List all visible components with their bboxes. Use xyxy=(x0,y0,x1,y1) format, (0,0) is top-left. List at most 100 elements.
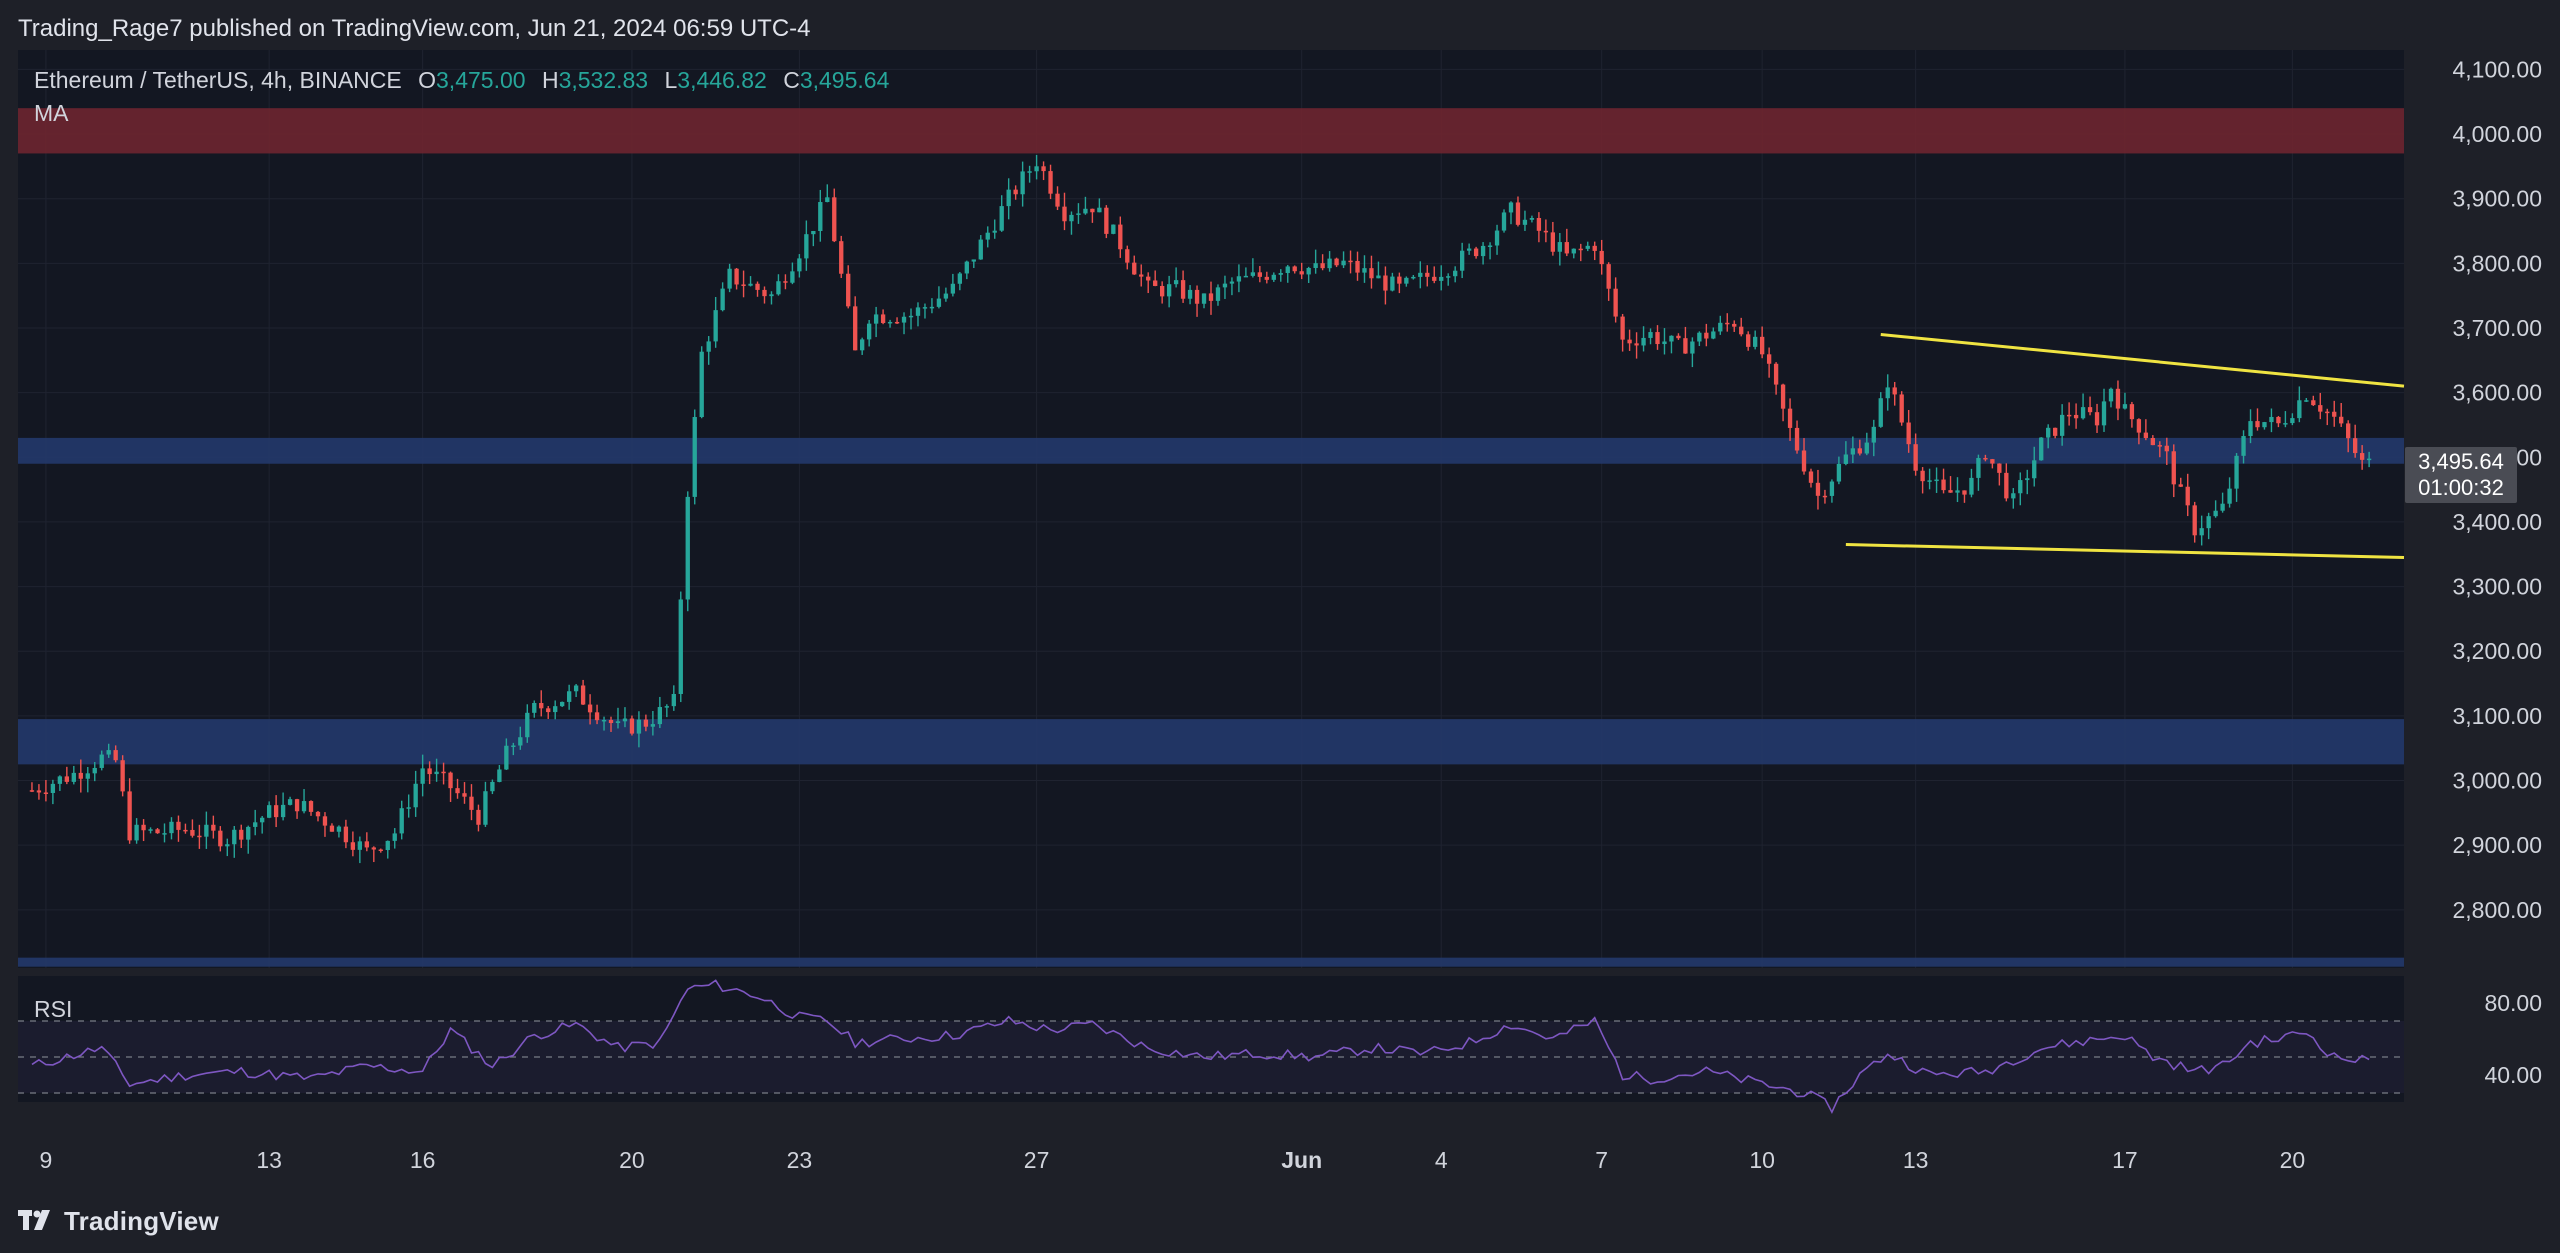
candle-body xyxy=(866,323,872,340)
candle-body xyxy=(566,691,572,702)
candle-body xyxy=(1020,171,1025,195)
candle-body xyxy=(2269,416,2274,423)
candle-body xyxy=(1990,459,1995,464)
candle-body xyxy=(964,261,969,274)
candle-body xyxy=(692,417,697,497)
x-tick-label: 7 xyxy=(1595,1147,1608,1173)
candle-body xyxy=(762,289,767,297)
zone-support-upper xyxy=(18,437,2404,464)
candle-body xyxy=(85,773,90,779)
candle-body xyxy=(1313,263,1318,268)
candle-body xyxy=(1480,245,1486,257)
high-label: H xyxy=(541,67,559,93)
candle-body xyxy=(2185,486,2190,506)
candle-body xyxy=(50,783,56,794)
candle-body xyxy=(1955,490,1960,493)
x-tick-label: 23 xyxy=(787,1147,813,1173)
y-tick-label: 3,300.00 xyxy=(2452,574,2542,600)
candle-body xyxy=(1941,479,1946,491)
candle-body xyxy=(1166,284,1172,297)
candle-body xyxy=(1125,249,1130,263)
candle-body xyxy=(134,824,139,841)
candle-body xyxy=(1592,245,1597,251)
candle-body xyxy=(1997,463,2002,473)
candle-body xyxy=(1892,387,1897,395)
y-tick-label: 3,400.00 xyxy=(2452,509,2542,535)
candle-body xyxy=(266,805,272,818)
candle-body xyxy=(2255,421,2260,428)
candle-body xyxy=(232,829,237,845)
candle-body xyxy=(1229,281,1235,284)
footer-brand[interactable]: TradingView xyxy=(18,1204,219,1238)
candle-body xyxy=(818,202,823,232)
candle-body xyxy=(629,718,635,734)
candle-body xyxy=(204,824,209,837)
candle-body xyxy=(1466,248,1472,251)
main-pane-background xyxy=(18,50,2404,968)
candle-body xyxy=(643,719,649,727)
candle-body xyxy=(1215,287,1221,301)
candle-body xyxy=(2143,432,2149,439)
candle-body xyxy=(699,351,704,418)
candle-body xyxy=(734,268,739,285)
rsi-indicator-label[interactable]: RSI xyxy=(34,996,73,1022)
candle-body xyxy=(2311,400,2316,406)
candle-body xyxy=(273,805,279,818)
candle-body xyxy=(1906,422,1911,445)
candle-body xyxy=(1536,218,1542,231)
candle-body xyxy=(1494,230,1500,246)
candle-body xyxy=(239,829,244,840)
trendline-lower-wedge[interactable] xyxy=(1845,543,2405,559)
candle-body xyxy=(127,791,132,841)
y-tick-label: 3,200.00 xyxy=(2452,638,2542,664)
candle-body xyxy=(1606,264,1611,289)
candle-body xyxy=(650,724,656,727)
candle-body xyxy=(1578,248,1583,251)
candle-body xyxy=(2039,437,2044,461)
candle-body xyxy=(553,706,558,713)
candle-body xyxy=(2053,427,2058,436)
y-tick-label: 3,000.00 xyxy=(2452,768,2542,794)
ma-indicator-label[interactable]: MA xyxy=(34,100,69,126)
candle-body xyxy=(99,754,104,768)
candle-body xyxy=(1348,260,1353,263)
candle-body xyxy=(1815,482,1821,496)
candle-body xyxy=(1655,332,1660,345)
candle-body xyxy=(29,790,35,792)
candle-body xyxy=(1341,260,1346,266)
candle-body xyxy=(294,799,300,812)
candle-body xyxy=(1857,448,1862,454)
x-tick-label: Jun xyxy=(1281,1147,1322,1173)
candle-body xyxy=(246,826,251,840)
candle-body xyxy=(2171,451,2176,485)
y-tick-label: 3,800.00 xyxy=(2452,250,2542,276)
candle-body xyxy=(169,821,174,834)
candle-body xyxy=(797,258,802,272)
candle-body xyxy=(413,783,418,808)
candle-body xyxy=(636,719,642,734)
candle-body xyxy=(1529,218,1535,220)
rsi-tick-label: 80.00 xyxy=(2484,990,2542,1016)
footer-brand-text: TradingView xyxy=(64,1205,219,1236)
candle-body xyxy=(504,745,509,770)
candle-body xyxy=(462,793,467,797)
candle-body xyxy=(1264,276,1269,280)
candle-body xyxy=(1173,280,1179,285)
candle-body xyxy=(2248,421,2253,437)
candle-body xyxy=(92,767,97,774)
candle-body xyxy=(1257,272,1262,277)
candle-body xyxy=(1201,293,1207,304)
candle-body xyxy=(2122,404,2128,409)
candle-body xyxy=(873,314,879,324)
candle-body xyxy=(922,307,928,309)
candle-body xyxy=(1111,224,1116,234)
last-price-value: 3,495.64 xyxy=(2418,449,2504,474)
symbol-name: Ethereum / TetherUS, 4h, BINANCE xyxy=(34,67,402,93)
trendline-upper-wedge[interactable] xyxy=(1880,332,2405,388)
candle-body xyxy=(601,719,607,722)
candle-body xyxy=(1355,260,1360,273)
candle-body xyxy=(1794,427,1800,451)
rsi-pane-background xyxy=(18,976,2404,1102)
rsi-tick-label: 40.00 xyxy=(2484,1062,2542,1088)
